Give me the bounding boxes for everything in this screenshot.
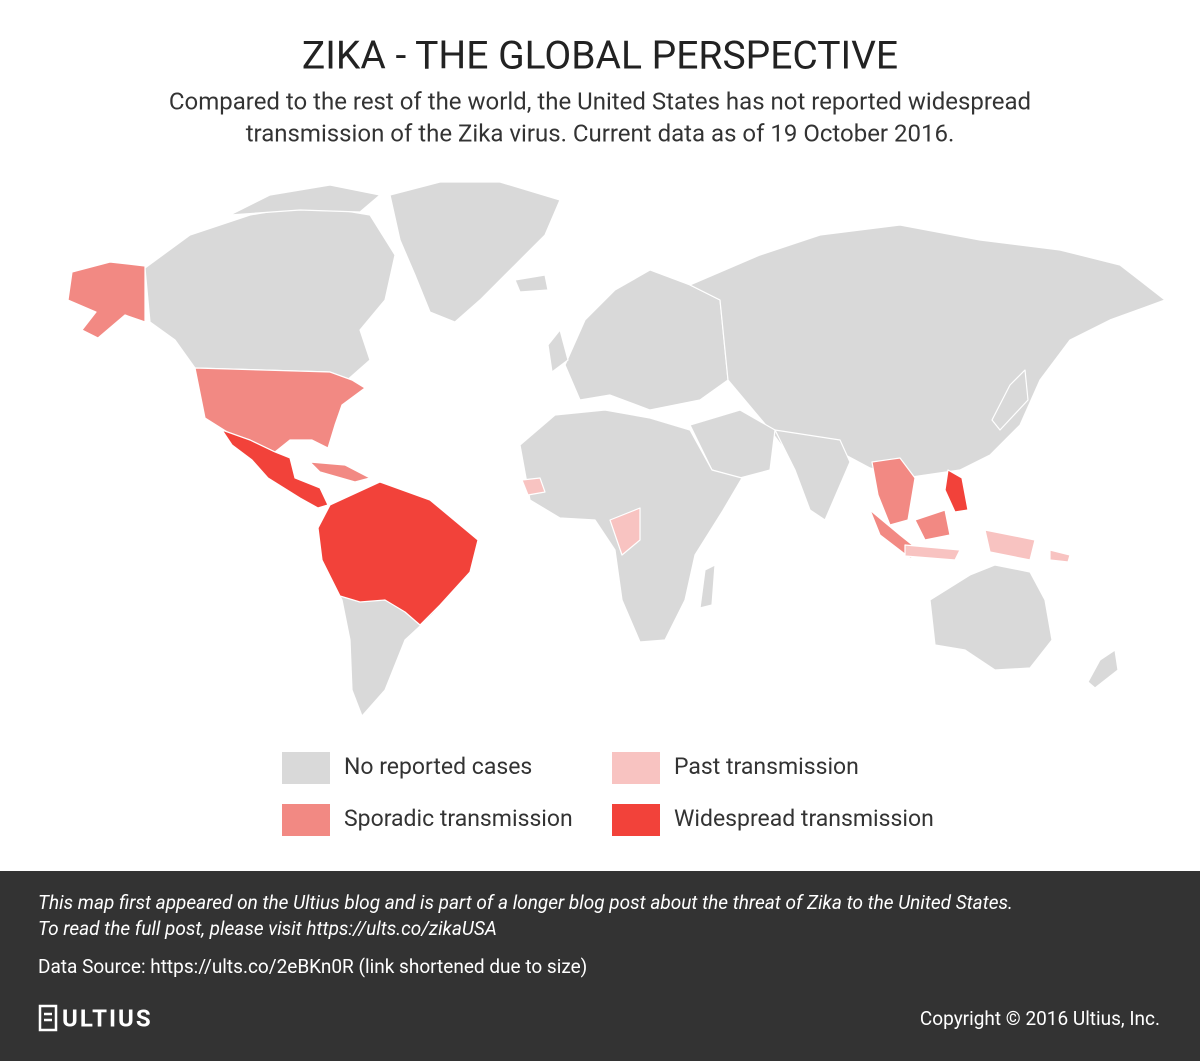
new-zealand [1087, 649, 1119, 689]
australia [929, 564, 1053, 671]
footer-note: To read the full post, please visit http… [38, 917, 497, 940]
caribbean [309, 461, 371, 483]
subtitle: transmission of the Zika virus. Current … [246, 119, 955, 147]
legend-swatch [612, 804, 660, 836]
legend-swatch [612, 752, 660, 784]
logo-icon [38, 1004, 58, 1032]
arctic-islands [229, 184, 381, 216]
legend-label: Past transmission [674, 753, 859, 780]
west-africa [521, 477, 546, 496]
iceland [514, 274, 549, 293]
usa [194, 367, 366, 453]
brazil-region [317, 481, 479, 626]
footer-note: This map first appeared on the Ultius bl… [38, 891, 1013, 914]
legend-swatch [282, 804, 330, 836]
legend: No reported cases Past transmission Sporad… [282, 752, 934, 836]
subtitle: Compared to the rest of the world, the U… [169, 87, 1031, 115]
southeast-asia [871, 457, 916, 526]
british-isles [547, 329, 569, 373]
legend-label: No reported cases [344, 753, 532, 780]
legend-label: Widespread transmission [674, 805, 934, 832]
data-source: Data Source: https://ults.co/2eBKn0R (li… [38, 955, 587, 978]
japan [991, 369, 1029, 431]
india [774, 429, 851, 521]
footer-band [0, 871, 1200, 1061]
alaska [67, 261, 146, 339]
legend-swatch [282, 752, 330, 784]
logo-text: ULTIUS [62, 1004, 153, 1032]
legend-label: Sporadic transmission [344, 805, 573, 832]
canada [144, 204, 396, 383]
indonesia [904, 529, 1071, 563]
greenland [389, 181, 561, 323]
mexico-central-america [221, 429, 329, 509]
copyright: Copyright © 2016 Ultius, Inc. [920, 1007, 1160, 1030]
world-map [67, 181, 1166, 717]
title: ZIKA - THE GLOBAL PERSPECTIVE [302, 32, 898, 78]
madagascar [699, 564, 716, 609]
central-africa [609, 507, 641, 556]
philippines [944, 469, 969, 513]
